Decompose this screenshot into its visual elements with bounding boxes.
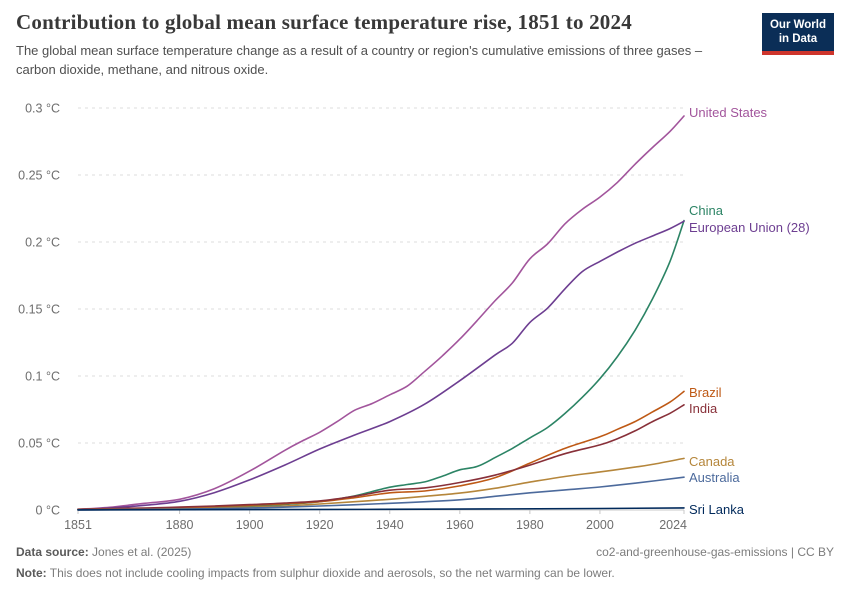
note-text: This does not include cooling impacts fr… [46,566,615,580]
note-label: Note: [16,566,47,580]
dataset-license-link[interactable]: co2-and-greenhouse-gas-emissions | CC BY [596,545,834,559]
series-label-india[interactable]: India [689,401,718,416]
owid-logo[interactable]: Our World in Data [761,13,834,55]
y-axis-label: 0 °C [36,504,60,518]
series-label-european-union-28[interactable]: European Union (28) [689,220,810,235]
series-line-india[interactable] [77,404,685,510]
owid-logo-line2: in Data [778,32,818,45]
series-line-china[interactable] [77,219,685,511]
series-line-sri-lanka[interactable] [77,507,685,511]
chart-subtitle: The global mean surface temperature chan… [16,43,703,77]
x-axis-label: 1960 [446,518,474,532]
series-line-canada[interactable] [77,457,685,511]
chart-footer: Data source: Jones et al. (2025) co2-and… [16,545,834,580]
y-axis-label: 0.25 °C [18,169,60,183]
x-axis-label: 1920 [306,518,334,532]
y-axis-label: 0.2 °C [25,236,60,250]
series-label-sri-lanka[interactable]: Sri Lanka [689,502,745,517]
series-label-united-states[interactable]: United States [689,105,768,120]
x-axis-label: 1900 [236,518,264,532]
x-axis-label: 1880 [166,518,194,532]
series-line-australia[interactable] [77,476,685,511]
owid-logo-line1: Our World [769,19,826,31]
page-title: Contribution to global mean surface temp… [16,10,632,34]
data-source-value[interactable]: Jones et al. (2025) [88,545,192,559]
chart-header: Contribution to global mean surface temp… [16,10,834,80]
x-axis-label: 1851 [64,518,92,532]
x-axis-label: 1940 [376,518,404,532]
series-line-united-states[interactable] [77,115,685,511]
y-axis-label: 0.1 °C [25,370,60,384]
line-chart-canvas: 0 °C 0.05 °C 0.1 °C 0.15 °C 0.2 °C 0.25 °C 0.3… [18,102,810,533]
series-label-canada[interactable]: Canada [689,454,735,469]
y-axis-label: 0.3 °C [25,102,60,116]
x-axis-label: 2000 [586,518,614,532]
y-axis-label: 0.15 °C [18,303,60,317]
data-source-label: Data source: [16,545,89,559]
series-line-european-union-28[interactable] [77,220,685,511]
series-label-brazil[interactable]: Brazil [689,385,722,400]
data-source: Data source: Jones et al. (2025) [16,545,191,559]
series-label-australia[interactable]: Australia [689,470,740,485]
y-axis-label: 0.05 °C [18,437,60,451]
chart-note: Note: This does not include cooling impa… [16,566,834,580]
series-label-china[interactable]: China [689,203,724,218]
x-axis-label: 2024 [659,518,687,532]
x-axis-label: 1980 [516,518,544,532]
